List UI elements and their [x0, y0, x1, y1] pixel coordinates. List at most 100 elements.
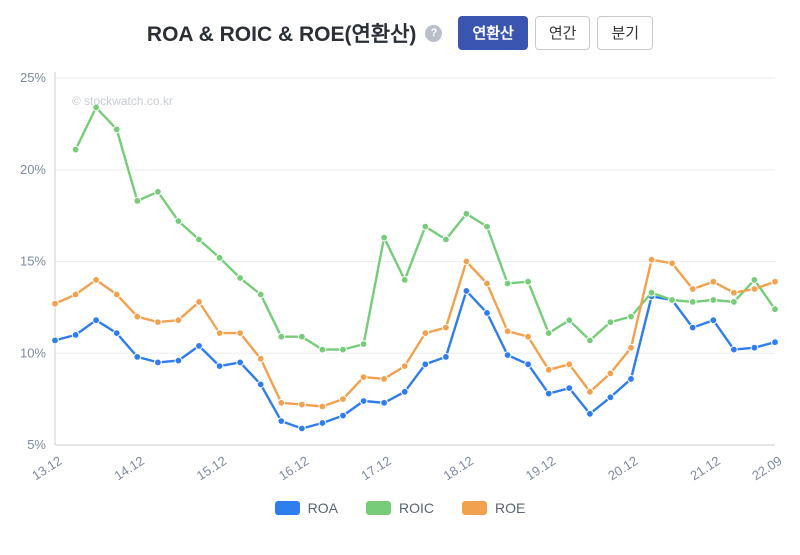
data-point-roe[interactable]: [688, 285, 697, 293]
data-point-roe[interactable]: [421, 329, 430, 338]
data-point-roe[interactable]: [750, 285, 759, 293]
data-point-roe[interactable]: [647, 255, 656, 264]
data-point-roa[interactable]: [586, 409, 594, 418]
legend-item-roic[interactable]: ROIC: [366, 500, 434, 516]
data-point-roe[interactable]: [442, 323, 450, 332]
data-point-roe[interactable]: [236, 329, 245, 338]
data-point-roic[interactable]: [503, 279, 512, 288]
legend-item-roe[interactable]: ROE: [462, 500, 525, 516]
data-point-roa[interactable]: [709, 316, 718, 325]
data-point-roic[interactable]: [380, 233, 389, 242]
data-point-roa[interactable]: [174, 356, 183, 365]
data-point-roa[interactable]: [154, 358, 162, 367]
data-point-roe[interactable]: [483, 279, 491, 288]
data-point-roa[interactable]: [236, 358, 245, 367]
data-point-roic[interactable]: [359, 340, 368, 349]
data-point-roe[interactable]: [627, 343, 635, 352]
data-point-roe[interactable]: [359, 373, 368, 382]
data-point-roic[interactable]: [750, 276, 759, 284]
data-point-roe[interactable]: [524, 332, 532, 341]
data-point-roa[interactable]: [51, 336, 59, 345]
data-point-roe[interactable]: [565, 360, 574, 369]
data-point-roa[interactable]: [421, 360, 430, 369]
data-point-roa[interactable]: [215, 362, 224, 371]
data-point-roa[interactable]: [606, 393, 615, 402]
data-point-roa[interactable]: [380, 398, 389, 407]
data-point-roic[interactable]: [112, 125, 121, 134]
data-point-roa[interactable]: [359, 397, 368, 405]
data-point-roe[interactable]: [709, 277, 718, 286]
data-point-roa[interactable]: [750, 343, 759, 352]
data-point-roic[interactable]: [298, 332, 306, 341]
data-point-roa[interactable]: [339, 411, 347, 420]
data-point-roic[interactable]: [524, 277, 532, 286]
toggle-quarterly-button[interactable]: 분기: [597, 16, 654, 50]
data-point-roe[interactable]: [51, 299, 59, 308]
data-point-roa[interactable]: [442, 353, 450, 361]
data-point-roic[interactable]: [462, 209, 471, 218]
data-point-roic[interactable]: [318, 345, 327, 354]
data-point-roe[interactable]: [503, 327, 512, 336]
data-point-roe[interactable]: [215, 329, 224, 338]
data-point-roic[interactable]: [565, 316, 574, 325]
data-point-roic[interactable]: [133, 197, 142, 205]
data-point-roic[interactable]: [71, 145, 80, 154]
data-point-roic[interactable]: [730, 298, 738, 306]
data-point-roe[interactable]: [195, 298, 203, 306]
data-point-roe[interactable]: [462, 257, 471, 266]
data-point-roe[interactable]: [277, 398, 286, 407]
data-point-roa[interactable]: [195, 342, 203, 350]
data-point-roe[interactable]: [668, 259, 676, 268]
data-point-roic[interactable]: [277, 332, 286, 341]
data-point-roic[interactable]: [339, 345, 347, 354]
data-point-roic[interactable]: [256, 290, 265, 299]
data-point-roic[interactable]: [586, 336, 594, 345]
data-point-roa[interactable]: [524, 360, 532, 369]
data-point-roe[interactable]: [174, 316, 183, 325]
data-point-roa[interactable]: [298, 424, 306, 433]
data-point-roe[interactable]: [71, 290, 80, 299]
data-point-roe[interactable]: [339, 395, 347, 404]
data-point-roic[interactable]: [92, 103, 100, 112]
data-point-roa[interactable]: [688, 323, 697, 332]
data-point-roe[interactable]: [298, 400, 306, 409]
data-point-roic[interactable]: [668, 296, 676, 304]
data-point-roa[interactable]: [256, 380, 265, 389]
data-point-roic[interactable]: [195, 235, 203, 244]
data-point-roa[interactable]: [112, 329, 121, 338]
data-point-roe[interactable]: [380, 375, 389, 383]
data-point-roic[interactable]: [627, 312, 635, 321]
data-point-roe[interactable]: [318, 402, 327, 411]
data-point-roa[interactable]: [544, 389, 553, 398]
toggle-annualized-button[interactable]: 연환산: [458, 16, 528, 50]
data-point-roe[interactable]: [586, 387, 594, 396]
data-point-roe[interactable]: [112, 290, 121, 299]
data-point-roa[interactable]: [771, 338, 779, 347]
data-point-roic[interactable]: [215, 253, 224, 262]
data-point-roic[interactable]: [400, 276, 409, 284]
data-point-roic[interactable]: [647, 288, 656, 297]
data-point-roe[interactable]: [544, 365, 553, 374]
data-point-roic[interactable]: [442, 235, 450, 244]
data-point-roa[interactable]: [503, 351, 512, 360]
data-point-roa[interactable]: [133, 353, 142, 361]
chart-svg[interactable]: 5% 10% 15% 20% 25% 13.12 14.12 15.12 16.12 17.12 1…: [0, 60, 800, 500]
data-point-roic[interactable]: [236, 274, 245, 282]
data-point-roa[interactable]: [730, 345, 738, 354]
legend-item-roa[interactable]: ROA: [274, 500, 338, 516]
data-point-roa[interactable]: [462, 287, 471, 295]
data-point-roic[interactable]: [771, 305, 779, 314]
data-point-roa[interactable]: [318, 419, 327, 427]
data-point-roa[interactable]: [627, 375, 635, 383]
data-point-roa[interactable]: [565, 384, 574, 393]
data-point-roa[interactable]: [277, 417, 286, 426]
data-point-roe[interactable]: [400, 362, 409, 371]
data-point-roe[interactable]: [771, 277, 779, 286]
data-point-roic[interactable]: [483, 222, 491, 231]
data-point-roic[interactable]: [606, 318, 615, 327]
data-point-roic[interactable]: [544, 329, 553, 338]
data-point-roa[interactable]: [71, 331, 80, 339]
data-point-roic[interactable]: [174, 217, 183, 226]
data-point-roe[interactable]: [133, 312, 142, 321]
data-point-roa[interactable]: [483, 309, 491, 317]
